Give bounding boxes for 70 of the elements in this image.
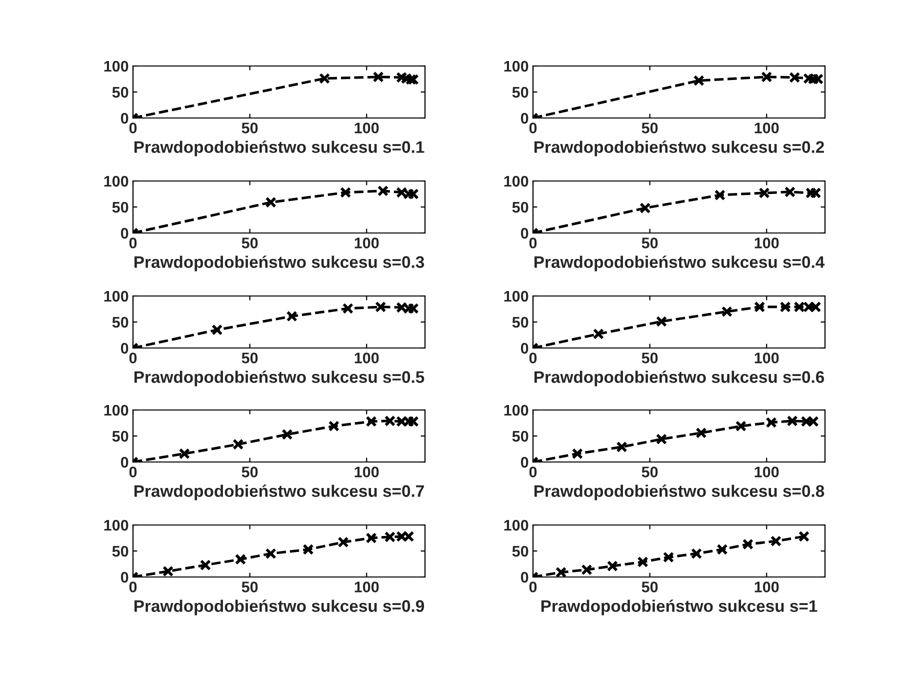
x-tick-label: 50 [642,238,658,248]
y-tick-label: 100 [104,290,128,302]
y-tick-label: 100 [104,404,128,416]
x-axis-title: Prawdopodobieństwo sukcesu s=1 [541,600,818,616]
y-tick-label: 100 [504,290,528,302]
x-axis-title: Prawdopodobieństwo sukcesu s=0.9 [134,600,424,616]
y-tick-label: 0 [120,112,128,124]
y-tick-label: 100 [104,520,128,531]
y-tick-label: 50 [112,316,128,328]
x-tick-label: 0 [129,466,137,478]
x-axis-title: Prawdopodobieństwo sukcesu s=0.7 [134,484,424,500]
y-tick-label: 50 [112,546,128,557]
x-axis-title: Prawdopodobieństwo sukcesu s=0.1 [134,140,424,156]
y-tick-label: 50 [112,86,128,98]
y-tick-label: 0 [520,456,528,468]
y-tick-label: 50 [512,316,528,328]
x-tick-label: 50 [242,238,258,248]
y-tick-label: 50 [112,202,128,213]
y-tick-label: 50 [512,86,528,98]
x-axis-title: Prawdopodobieństwo sukcesu s=0.8 [534,484,824,500]
x-axis-title: Prawdopodobieństwo sukcesu s=0.6 [534,370,824,386]
y-tick-label: 100 [104,60,128,72]
x-axis-title: Prawdopodobieństwo sukcesu s=0.2 [534,140,824,156]
y-tick-label: 50 [512,202,528,213]
x-tick-label: 100 [754,582,779,592]
x-tick-label: 50 [242,466,258,478]
x-tick-label: 100 [354,466,379,478]
x-tick-label: 50 [242,582,258,592]
x-axis-title: Prawdopodobieństwo sukcesu s=0.3 [134,256,424,272]
x-tick-label: 0 [129,352,137,364]
x-tick-label: 100 [354,352,379,364]
y-tick-label: 0 [120,572,128,583]
y-tick-label: 50 [512,546,528,557]
y-tick-label: 100 [104,176,128,187]
y-tick-label: 50 [512,430,528,442]
x-tick-label: 0 [129,238,137,248]
x-tick-label: 50 [642,582,658,592]
y-tick-label: 0 [120,456,128,468]
y-tick-label: 0 [120,228,128,239]
y-tick-label: 0 [520,228,528,239]
x-tick-label: 0 [129,122,137,134]
x-axis-title: Prawdopodobieństwo sukcesu s=0.4 [534,256,825,272]
x-tick-label: 100 [754,122,779,134]
x-tick-label: 0 [129,582,137,592]
x-tick-label: 0 [529,238,537,248]
x-tick-label: 50 [642,352,658,364]
y-tick-label: 0 [520,112,528,124]
x-tick-label: 0 [529,352,537,364]
x-tick-label: 100 [754,352,779,364]
x-tick-label: 50 [642,122,658,134]
x-tick-label: 100 [354,582,379,592]
x-tick-label: 100 [354,122,379,134]
x-tick-label: 50 [642,466,658,478]
y-tick-label: 100 [504,176,528,187]
y-tick-label: 0 [120,342,128,354]
x-tick-label: 100 [754,238,779,248]
y-tick-label: 100 [504,520,528,531]
x-tick-label: 0 [529,122,537,134]
x-tick-label: 50 [242,352,258,364]
x-tick-label: 100 [354,238,379,248]
x-axis-title: Prawdopodobieństwo sukcesu s=0.5 [134,370,424,386]
y-tick-label: 0 [520,572,528,583]
x-tick-label: 100 [754,466,779,478]
x-tick-label: 50 [242,122,258,134]
x-tick-label: 0 [529,466,537,478]
y-tick-label: 0 [520,342,528,354]
y-tick-label: 100 [504,404,528,416]
y-tick-label: 100 [504,60,528,72]
x-tick-label: 0 [529,582,537,592]
y-tick-label: 50 [112,430,128,442]
